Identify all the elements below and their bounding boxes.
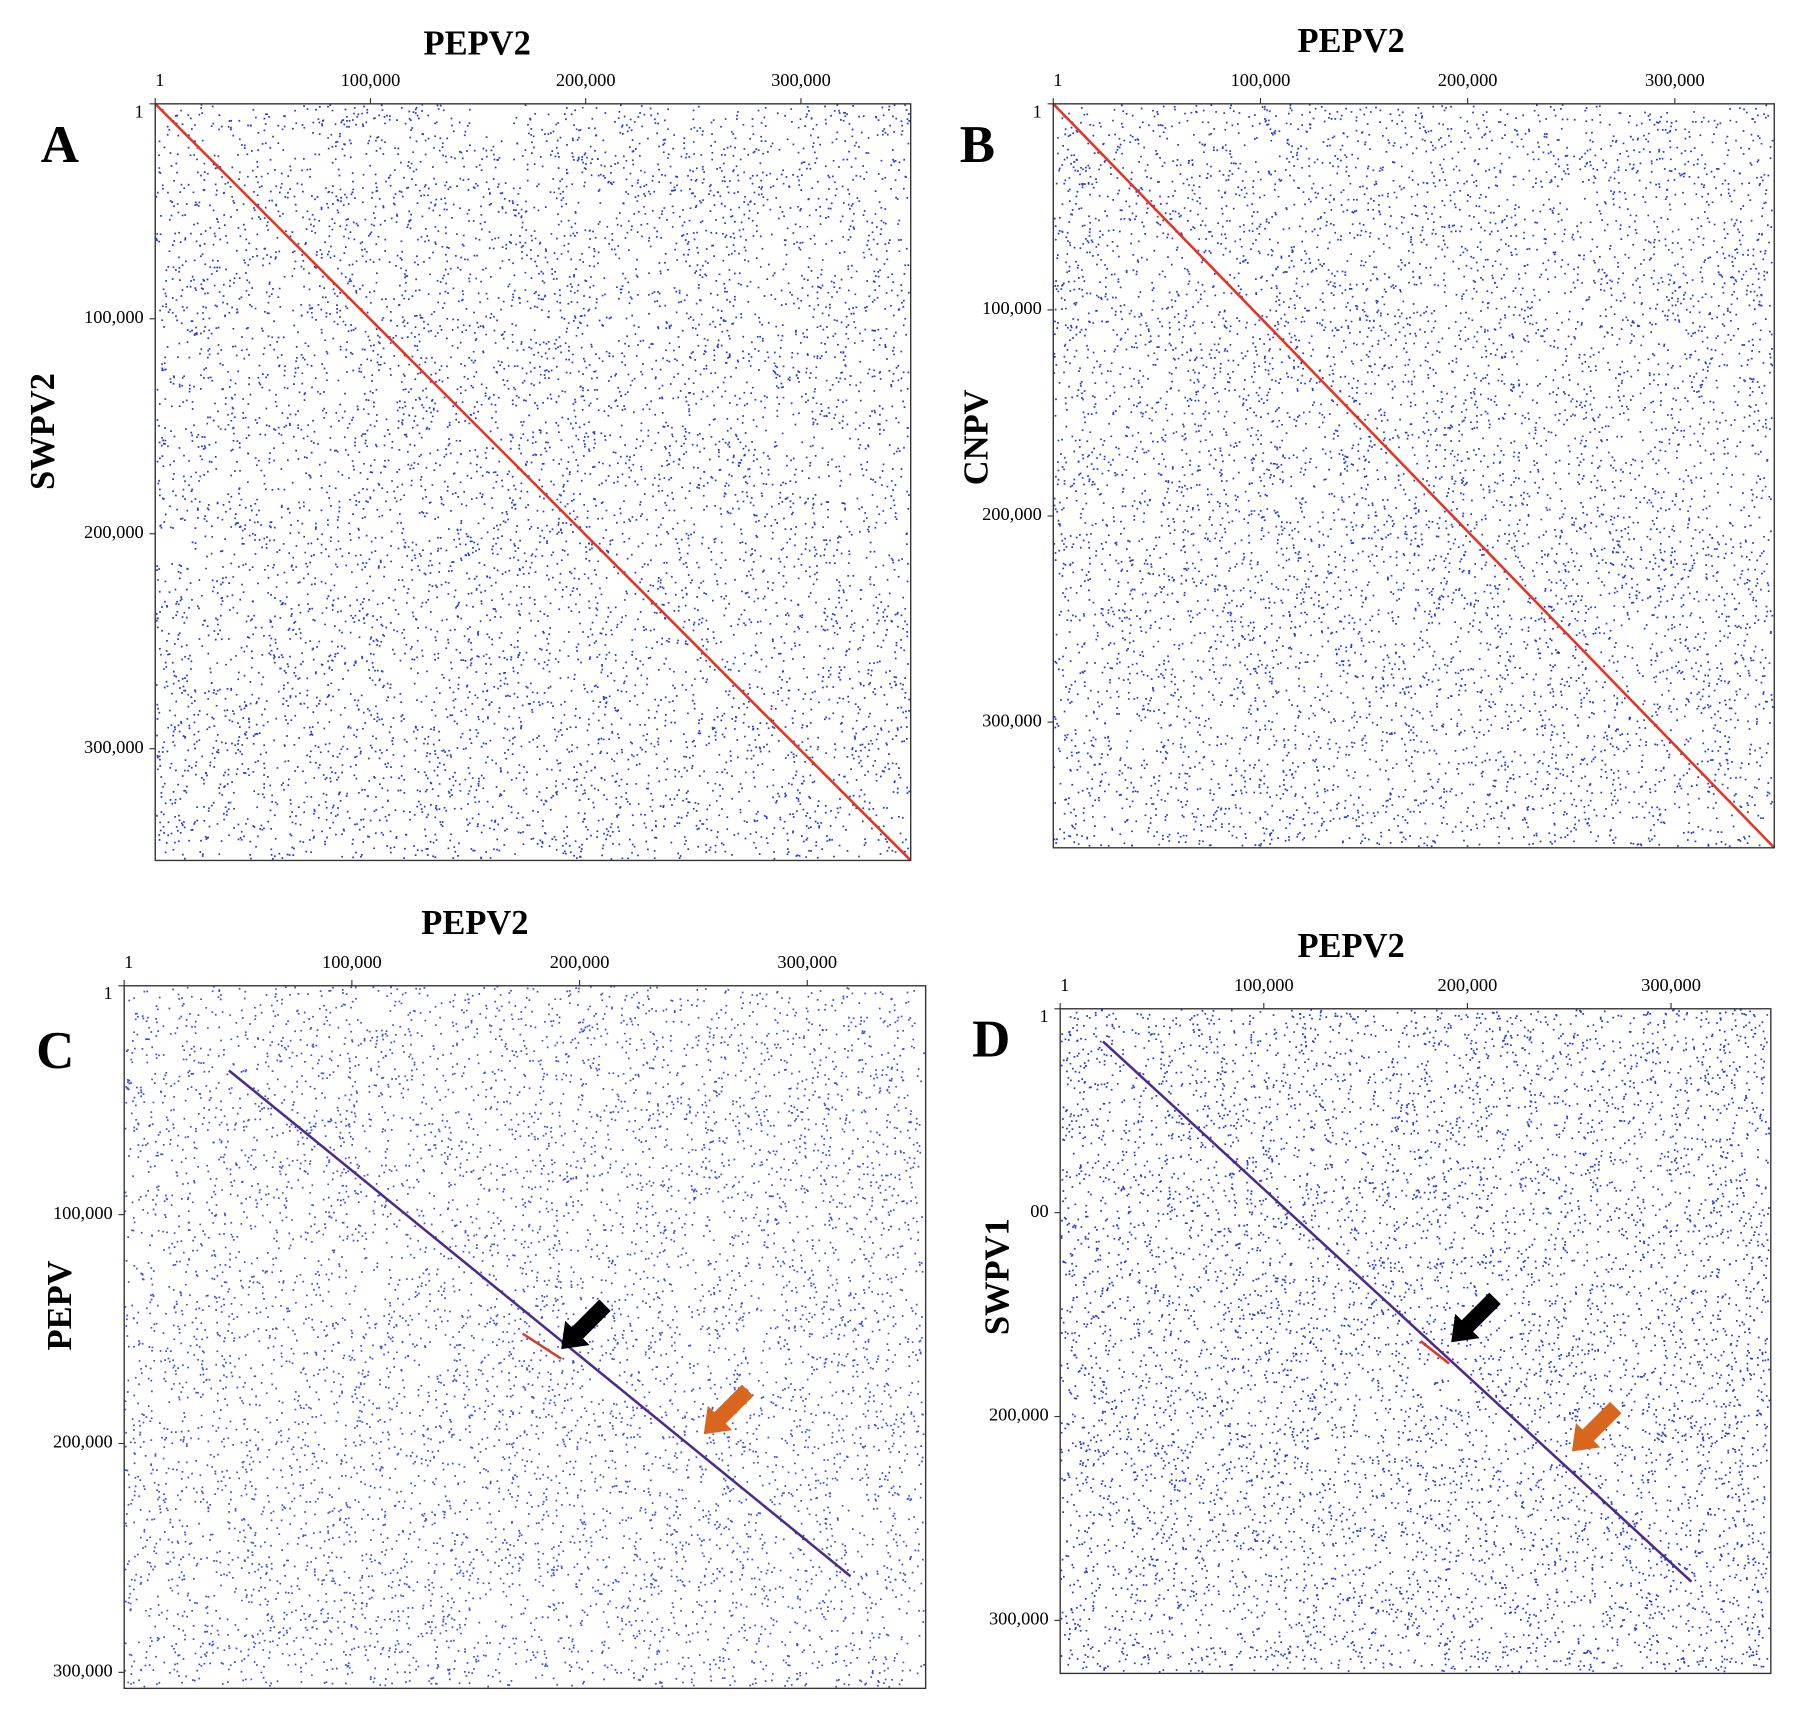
x-tick-label: 1 (124, 952, 133, 972)
panel-title: PEPV2 (1297, 22, 1404, 60)
panel-label: D (972, 1011, 1010, 1069)
alignment-line (1102, 1040, 1693, 1583)
y-tick-label: 300,000 (84, 737, 144, 757)
y-tick-label: 00 (1030, 1201, 1048, 1221)
x-tick-label: 100,000 (322, 952, 382, 972)
alignment-line (154, 102, 912, 862)
x-tick-label: 200,000 (550, 952, 610, 972)
plot-frame (123, 985, 927, 1690)
plot-frame (154, 103, 912, 862)
y-axis-label: PEPV (41, 1260, 79, 1350)
alignment-line (521, 1332, 563, 1360)
y-tick-label: 200,000 (84, 522, 144, 542)
x-tick-label: 200,000 (1438, 70, 1498, 90)
x-tick-label: 300,000 (777, 952, 837, 972)
y-axis-label: SWPV1 (978, 1218, 1016, 1335)
y-axis-label: SWPV2 (24, 373, 62, 490)
y-tick-label: 300,000 (989, 1609, 1049, 1629)
noise-dots (124, 985, 925, 1688)
x-tick-label: 200,000 (1438, 975, 1498, 995)
alignment-line (228, 1069, 852, 1578)
y-axis-label: CNPV (958, 389, 996, 485)
x-tick-label: 1 (1053, 70, 1062, 90)
arrow (703, 1384, 754, 1435)
y-tick-label: 100,000 (84, 307, 144, 327)
y-tick-label: 200,000 (989, 1405, 1049, 1425)
y-tick-label: 200,000 (53, 1432, 113, 1452)
alignment-line (1419, 1340, 1450, 1365)
x-tick-label: 100,000 (1234, 975, 1294, 995)
panel-title: PEPV2 (421, 904, 528, 942)
arrow (561, 1299, 611, 1350)
arrow (1451, 1292, 1501, 1343)
alignment-line (1052, 102, 1776, 849)
panel-title: PEPV2 (424, 24, 531, 62)
panel-title: PEPV2 (1297, 927, 1404, 965)
y-tick-label: 1 (1033, 101, 1042, 121)
y-tick-label: 200,000 (982, 504, 1042, 524)
plot-frame (1052, 103, 1775, 849)
y-tick-label: 100,000 (982, 298, 1042, 318)
plot-frame (1059, 1008, 1772, 1675)
x-tick-label: 100,000 (1231, 70, 1291, 90)
x-tick-label: 1 (155, 70, 164, 90)
x-tick-label: 1 (1060, 975, 1069, 995)
x-tick-label: 300,000 (1645, 70, 1705, 90)
y-tick-label: 100,000 (53, 1203, 113, 1223)
y-tick-label: 1 (135, 101, 144, 121)
panel-label: C (36, 1022, 74, 1080)
x-tick-label: 100,000 (341, 70, 401, 90)
panel-label: B (960, 116, 995, 174)
y-tick-label: 300,000 (53, 1661, 113, 1681)
x-tick-label: 300,000 (771, 70, 831, 90)
arrow (1571, 1401, 1622, 1452)
panel-label: A (41, 116, 79, 174)
noise-dots (1060, 1008, 1771, 1673)
x-tick-label: 300,000 (1641, 975, 1701, 995)
y-tick-label: 300,000 (982, 710, 1042, 730)
y-tick-label: 1 (104, 983, 113, 1003)
x-tick-label: 200,000 (556, 70, 616, 90)
y-tick-label: 1 (1039, 1006, 1048, 1026)
